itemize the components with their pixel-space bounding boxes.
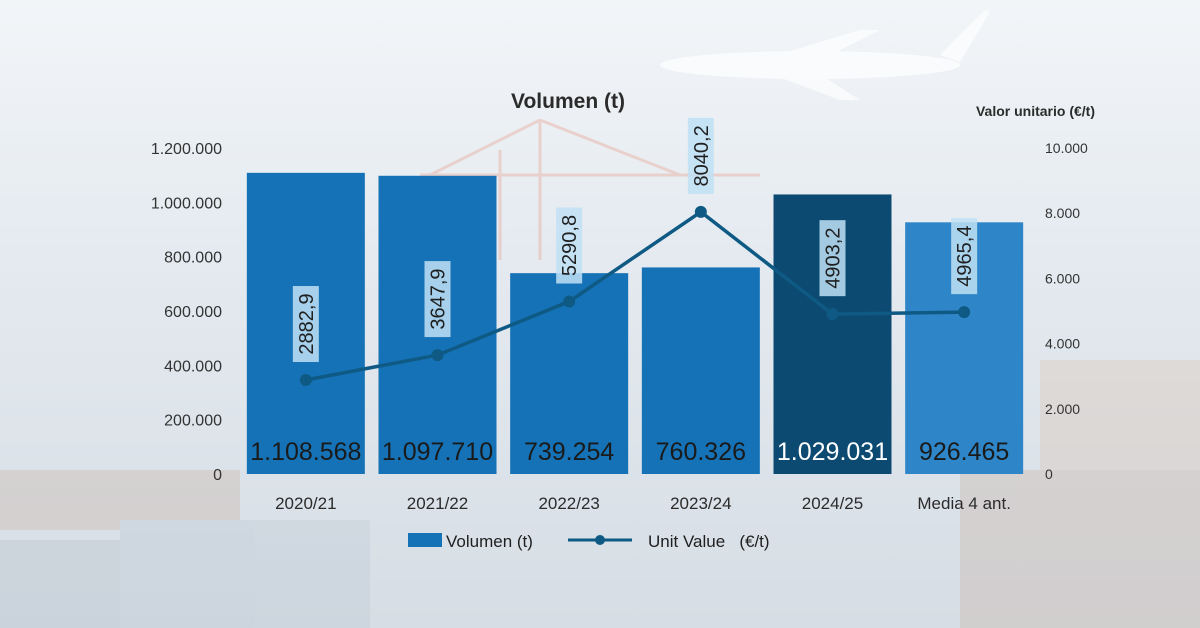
unit-value-label-box: [687, 117, 714, 194]
unit-value-label-group: 4903,2: [819, 220, 846, 297]
unit-value-label: 4965,4: [954, 226, 976, 287]
unit-value-label: 8040,2: [691, 125, 713, 186]
y-tick-label: 400.000: [164, 358, 222, 375]
legend-swatch-volumen: [408, 533, 442, 547]
line-series: 2882,9 3647,9 5290,8 8040,2 4903,2 4965,4: [292, 117, 978, 387]
unit-value-label: 5290,8: [559, 215, 581, 276]
x-tick-label: 2020/21: [275, 494, 336, 513]
bar-value-label: 1.108.568: [250, 438, 361, 466]
unit-value-point: [694, 205, 707, 218]
containers-silhouette: [0, 360, 1200, 628]
bar-value-label: 760.326: [656, 438, 746, 466]
y2-tick-label: 6.000: [1045, 270, 1080, 286]
unit-value-label: 2882,9: [296, 293, 318, 354]
y2-tick-label: 0: [1045, 466, 1053, 482]
unit-value-label-box: [819, 220, 846, 297]
unit-value-label-box: [292, 286, 319, 363]
unit-value-label-box: [424, 261, 451, 338]
y2-tick-label: 4.000: [1045, 336, 1080, 352]
y2-tick-label: 2.000: [1045, 401, 1080, 417]
unit-value-label-group: 5290,8: [556, 207, 583, 284]
unit-value-line: [305, 209, 965, 382]
bar-value-labels: 1.108.568 1.097.710 739.254 760.326 1.029.03…: [250, 438, 1009, 466]
legend-label-unit-value: Unit Value (€/t): [648, 532, 770, 551]
unit-value-label-box: [556, 207, 583, 284]
legend: Volumen (t) Unit Value (€/t): [408, 532, 770, 551]
x-tick-label: 2024/25: [802, 494, 863, 513]
y-tick-label: 200.000: [164, 413, 222, 430]
bar-value-label: 1.029.031: [777, 438, 888, 466]
unit-value-point: [958, 306, 971, 319]
y2-tick-label: 8.000: [1045, 205, 1080, 221]
chart-title: Volumen (t): [511, 90, 625, 113]
unit-value-point: [431, 349, 444, 362]
bar-series: [246, 172, 1024, 474]
unit-value-label-group: 4965,4: [951, 218, 978, 295]
unit-value-label: 3647,9: [428, 268, 450, 329]
bar-value-label: 926.465: [919, 438, 1009, 466]
y-tick-label: 1.200.000: [151, 141, 222, 158]
y-axis-right: 0 2.000 4.000 6.000 8.000 10.000: [1045, 140, 1088, 482]
unit-value-label: 4903,2: [823, 228, 845, 289]
unit-value-label-box: [951, 218, 978, 295]
legend-label-volumen: Volumen (t): [446, 532, 533, 551]
x-tick-label: 2021/22: [407, 494, 468, 513]
unit-value-label-group: 2882,9: [292, 286, 319, 363]
y-tick-label: 0: [213, 467, 222, 484]
y-axis-left: 0 200.000 400.000 600.000 800.000 1.000.000 1.…: [151, 141, 222, 484]
airplane-icon: [660, 10, 990, 100]
bar-value-label: 1.097.710: [382, 438, 493, 466]
legend-marker-unit-value: [595, 535, 605, 545]
unit-value-point: [299, 374, 312, 387]
bar-value-label: 739.254: [524, 438, 614, 466]
y2-tick-label: 10.000: [1045, 140, 1088, 156]
secondary-axis-title: Valor unitario (€/t): [976, 103, 1095, 119]
unit-value-label-group: 8040,2: [687, 117, 714, 194]
unit-value-point: [563, 295, 576, 308]
x-axis: 2020/21 2021/22 2022/23 2023/24 2024/25 Media…: [275, 494, 1011, 513]
bar: [641, 267, 760, 474]
y-tick-label: 600.000: [164, 304, 222, 321]
unit-value-label-group: 3647,9: [424, 261, 451, 338]
y-tick-label: 800.000: [164, 250, 222, 267]
unit-value-point: [826, 308, 839, 321]
x-tick-label: 2022/23: [538, 494, 599, 513]
x-tick-label: Media 4 ant.: [917, 494, 1011, 513]
y-tick-label: 1.000.000: [151, 195, 222, 212]
x-tick-label: 2023/24: [670, 494, 731, 513]
